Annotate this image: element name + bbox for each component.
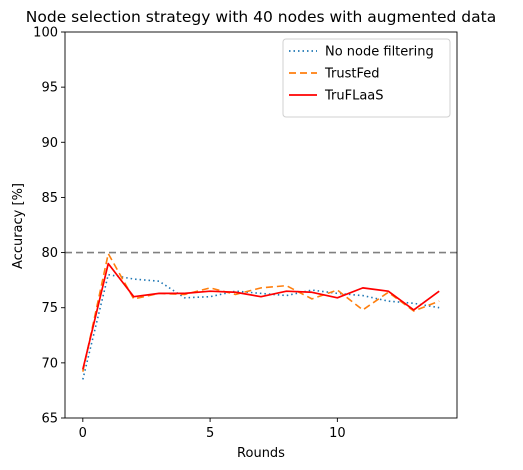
y-tick-label: 85 <box>41 191 58 206</box>
legend: No node filtering TrustFed TruFLaaS <box>282 38 451 118</box>
series-line-1 <box>82 252 440 372</box>
series-line-0 <box>82 273 440 380</box>
x-tick-label: 5 <box>206 426 214 441</box>
series-line-2 <box>81 262 440 370</box>
y-tick-label: 70 <box>41 356 58 371</box>
chart-title: Node selection strategy with 40 nodes wi… <box>26 8 496 26</box>
x-axis-label: Rounds <box>237 446 285 461</box>
legend-label-0: No node filtering <box>325 45 434 60</box>
y-axis-label: Accuracy [%] <box>11 183 26 269</box>
legend-label-2: TruFLaaS <box>324 89 384 104</box>
y-tick-label: 80 <box>41 246 58 261</box>
x-tick-label: 0 <box>79 426 87 441</box>
legend-label-1: TrustFed <box>324 67 380 82</box>
y-tick-label: 65 <box>41 412 58 427</box>
x-tick-label: 10 <box>329 426 346 441</box>
axes-frame <box>64 31 458 419</box>
legend-box <box>282 38 451 118</box>
plot-area: 65 70 75 80 85 90 95 100 0 5 10 <box>33 26 458 441</box>
y-tick-label: 90 <box>41 136 58 151</box>
y-tick-label: 95 <box>41 81 58 96</box>
y-tick-label: 100 <box>33 26 58 41</box>
y-tick-label: 75 <box>41 301 58 316</box>
